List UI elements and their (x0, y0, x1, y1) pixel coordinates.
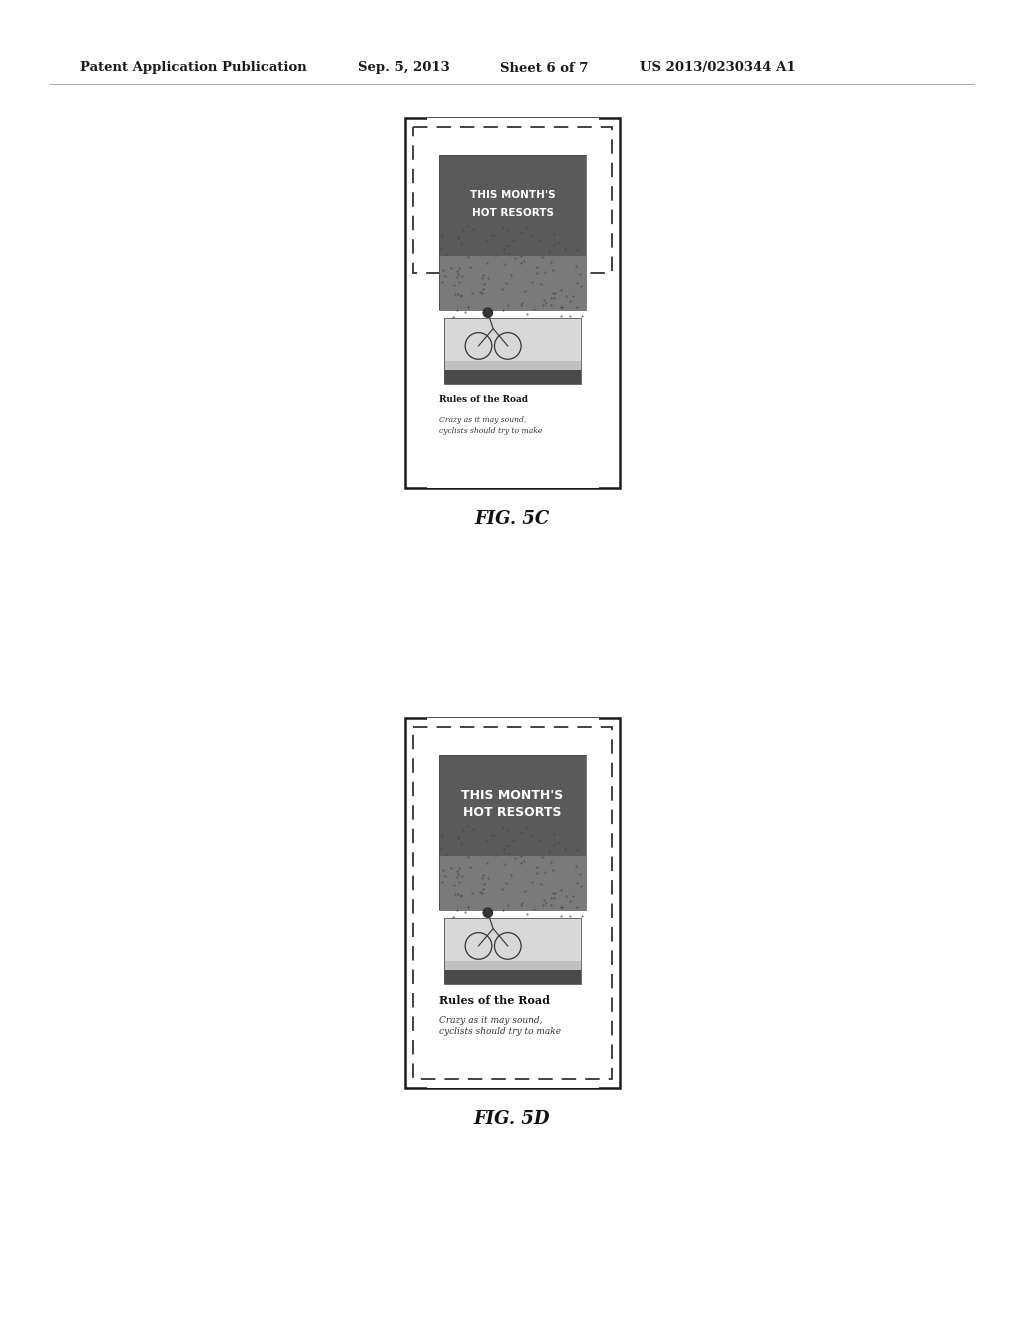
Bar (444, 318, 581, 384)
Text: THIS MONTH'S: THIS MONTH'S (470, 190, 555, 201)
Bar (444, 917, 581, 961)
Text: Rules of the Road: Rules of the Road (438, 396, 527, 404)
Text: HOT RESORTS: HOT RESORTS (463, 807, 562, 820)
Bar (413, 727, 612, 1078)
Circle shape (483, 308, 493, 317)
Text: HOT RESORTS: HOT RESORTS (471, 207, 554, 218)
Circle shape (483, 908, 493, 917)
Bar (438, 154, 587, 310)
Bar (438, 154, 587, 256)
Bar (413, 127, 612, 273)
Text: US 2013/0230344 A1: US 2013/0230344 A1 (640, 62, 796, 74)
Text: THIS MONTH'S: THIS MONTH'S (462, 789, 563, 803)
Bar (598, 117, 620, 273)
Bar (444, 970, 581, 985)
Bar (438, 755, 587, 911)
Bar (427, 718, 598, 1088)
Text: FIG. 5C: FIG. 5C (474, 510, 550, 528)
Text: Crazy as it may sound,: Crazy as it may sound, (438, 416, 525, 424)
Bar (438, 855, 587, 911)
Bar (427, 117, 598, 488)
Bar (438, 256, 587, 310)
Bar (444, 917, 581, 985)
Bar (438, 755, 587, 855)
Bar (444, 318, 581, 384)
Text: Sep. 5, 2013: Sep. 5, 2013 (358, 62, 450, 74)
Text: cyclists should try to make: cyclists should try to make (438, 426, 542, 436)
Text: Rules of the Road: Rules of the Road (438, 995, 550, 1006)
Bar (598, 718, 620, 1088)
Text: FIG. 5D: FIG. 5D (474, 1110, 550, 1129)
Bar (406, 718, 427, 1088)
Bar (406, 718, 620, 1088)
Bar (444, 318, 581, 362)
Bar (444, 917, 581, 985)
Bar (406, 117, 620, 488)
Bar (406, 117, 427, 273)
Bar (444, 370, 581, 384)
Text: Sheet 6 of 7: Sheet 6 of 7 (500, 62, 589, 74)
Text: Patent Application Publication: Patent Application Publication (80, 62, 307, 74)
Text: cyclists should try to make: cyclists should try to make (438, 1027, 561, 1036)
Text: Crazy as it may sound,: Crazy as it may sound, (438, 1016, 542, 1024)
